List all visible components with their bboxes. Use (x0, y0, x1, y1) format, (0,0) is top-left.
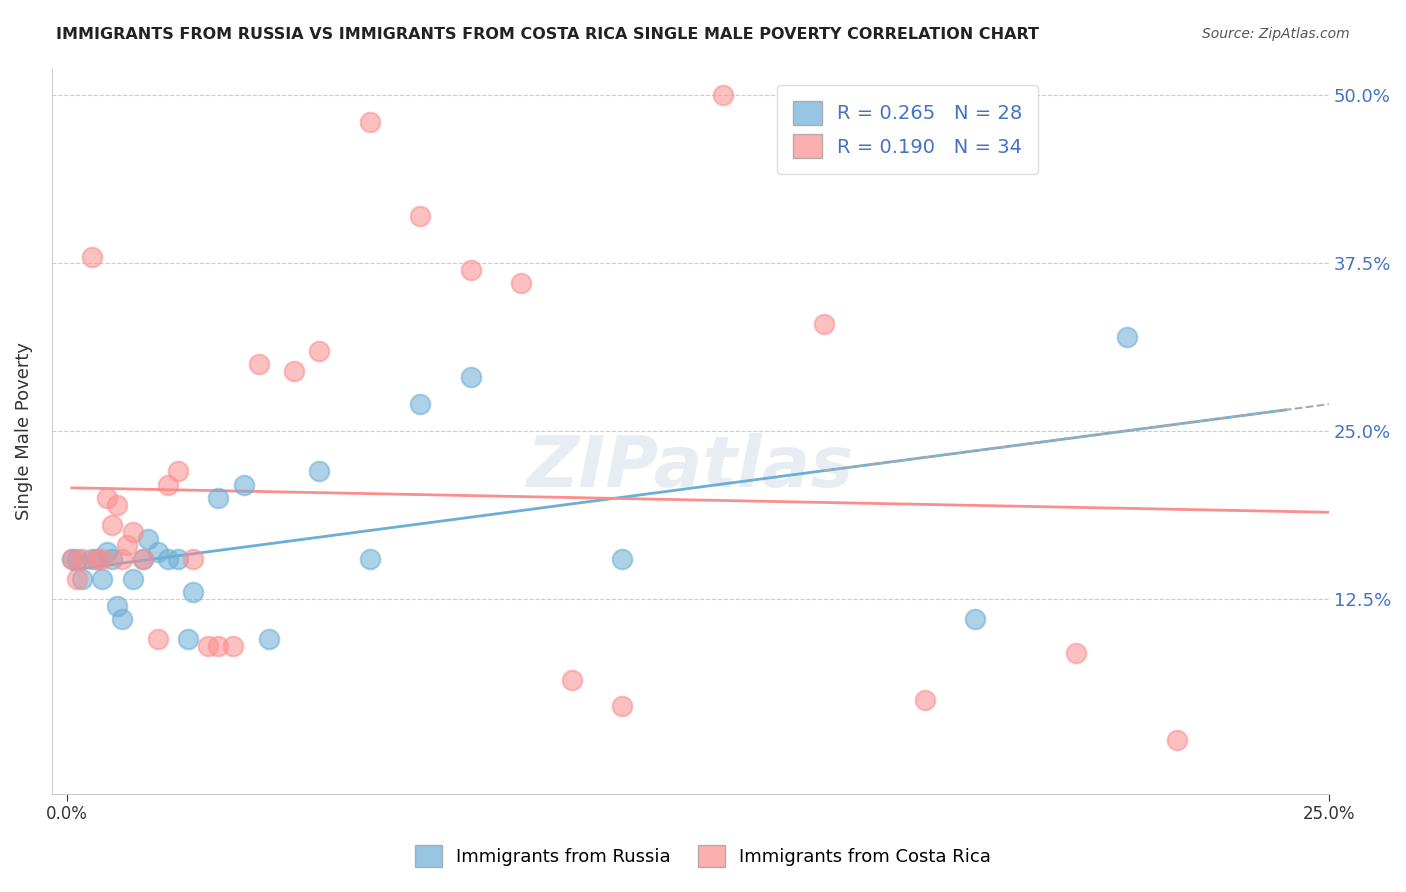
Point (136, 532, 159, 546)
Point (131, 551, 153, 566)
Point (156, 551, 179, 566)
Point (409, 209, 432, 223)
Point (610, 699, 633, 714)
Point (222, 639, 245, 653)
Legend: Immigrants from Russia, Immigrants from Costa Rica: Immigrants from Russia, Immigrants from … (408, 838, 998, 874)
Point (117, 538, 139, 552)
Text: ZIPatlas: ZIPatlas (527, 433, 853, 502)
Point (167, 551, 190, 566)
Point (70, 551, 93, 566)
Point (197, 639, 219, 653)
Point (146, 632, 169, 647)
Point (207, 491, 229, 506)
Point (105, 599, 128, 613)
Point (308, 464, 330, 478)
Point (181, 585, 204, 599)
Point (111, 551, 134, 566)
Point (177, 632, 200, 647)
Point (359, 551, 381, 566)
Point (121, 524, 143, 539)
Point (70, 572, 93, 586)
Point (101, 551, 124, 566)
Point (257, 632, 280, 647)
Point (610, 551, 633, 566)
Point (96, 545, 118, 559)
Point (60, 551, 83, 566)
Point (460, 370, 482, 384)
Point (1066, 646, 1088, 660)
Point (86, 551, 108, 566)
Point (247, 357, 270, 371)
Point (308, 343, 330, 358)
Point (86, 551, 108, 566)
Point (711, 88, 734, 103)
Legend: R = 0.265   N = 28, R = 0.190   N = 34: R = 0.265 N = 28, R = 0.190 N = 34 (778, 86, 1038, 174)
Point (96, 491, 118, 506)
Point (965, 612, 987, 626)
Point (1166, 733, 1188, 747)
Point (167, 464, 190, 478)
Point (914, 692, 936, 706)
Point (561, 673, 583, 687)
Point (232, 478, 254, 492)
Point (105, 498, 128, 512)
Y-axis label: Single Male Poverty: Single Male Poverty (15, 343, 32, 520)
Point (156, 478, 179, 492)
Point (82, 250, 104, 264)
Point (82, 551, 104, 566)
Point (207, 639, 229, 653)
Point (66, 551, 89, 566)
Point (91, 572, 114, 586)
Point (409, 397, 432, 411)
Text: Source: ZipAtlas.com: Source: ZipAtlas.com (1202, 27, 1350, 41)
Point (146, 545, 169, 559)
Point (510, 277, 533, 291)
Point (91, 551, 114, 566)
Point (66, 572, 89, 586)
Point (359, 115, 381, 129)
Point (460, 263, 482, 277)
Point (1115, 330, 1137, 344)
Point (121, 572, 143, 586)
Point (60, 551, 83, 566)
Point (101, 518, 124, 533)
Point (813, 317, 835, 331)
Point (131, 551, 153, 566)
Point (283, 364, 305, 378)
Point (111, 612, 134, 626)
Text: IMMIGRANTS FROM RUSSIA VS IMMIGRANTS FROM COSTA RICA SINGLE MALE POVERTY CORRELA: IMMIGRANTS FROM RUSSIA VS IMMIGRANTS FRO… (56, 27, 1039, 42)
Point (181, 551, 204, 566)
